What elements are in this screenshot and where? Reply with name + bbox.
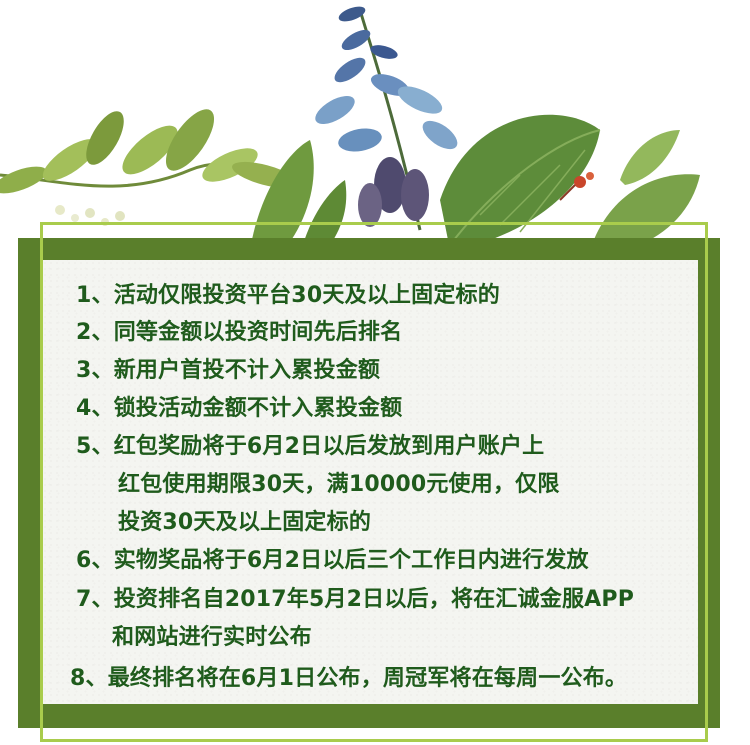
rules-panel-background [42, 260, 698, 704]
far-right-leaves [559, 130, 700, 255]
rules-panel-frame [18, 238, 720, 728]
blue-flower-stalk [315, 6, 458, 231]
botanical-illustration [0, 6, 700, 258]
left-leaf-spray [0, 109, 301, 226]
